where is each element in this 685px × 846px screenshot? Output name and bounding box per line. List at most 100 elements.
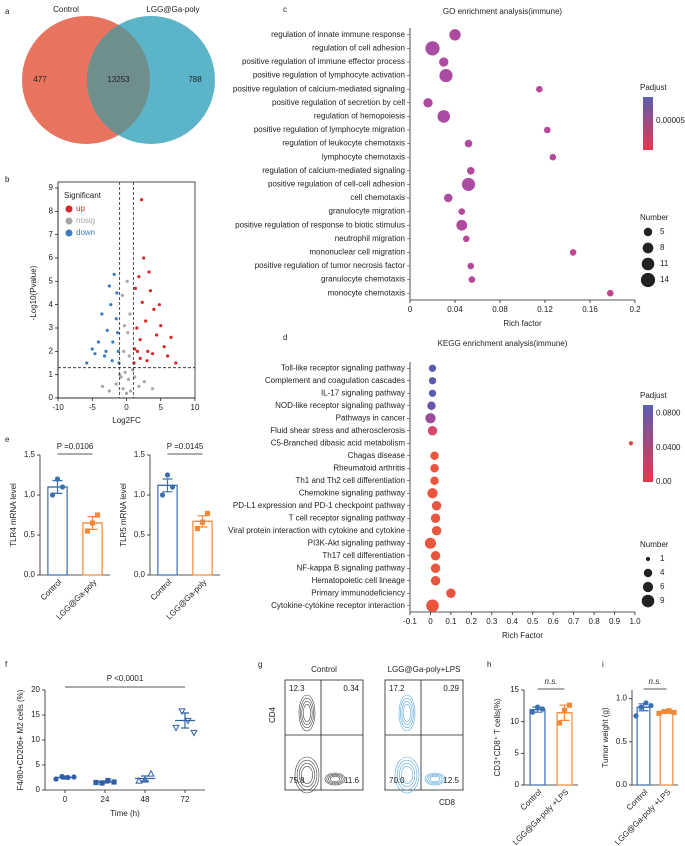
point	[656, 710, 662, 716]
category-label: Th17 cell differentiation	[322, 551, 405, 560]
dot	[427, 401, 436, 410]
dot	[428, 364, 437, 372]
x-tick-label: 0.4	[507, 617, 519, 626]
point	[121, 387, 125, 391]
dot	[569, 249, 577, 256]
dot	[425, 41, 440, 56]
dot	[427, 488, 438, 499]
size-legend-label: 14	[660, 275, 669, 284]
set-label: Control	[53, 5, 79, 14]
contour	[394, 756, 420, 794]
contour	[402, 704, 412, 722]
point	[194, 526, 201, 532]
size-legend-dot	[643, 568, 653, 578]
dot	[628, 441, 634, 446]
point	[138, 356, 142, 360]
contour	[298, 694, 316, 732]
category-label: C5-Branched dibasic acid metabolism	[271, 438, 406, 447]
dot	[430, 476, 439, 485]
quadrant-value: 17.2	[389, 684, 405, 693]
dot	[430, 551, 441, 561]
point	[633, 713, 639, 719]
dot	[464, 139, 473, 148]
point	[648, 702, 654, 709]
annotation: P =0.0106	[57, 442, 94, 451]
panel-letter: a	[5, 7, 10, 16]
point	[128, 312, 132, 316]
x-tick-label: Control	[39, 577, 64, 602]
dot	[456, 219, 468, 231]
dot	[430, 451, 439, 460]
x-tick-label: 0.5	[527, 617, 539, 626]
x-tick-label: 24	[101, 795, 110, 804]
contour	[398, 694, 416, 732]
category-label: positive regulation of immune effector p…	[242, 57, 405, 66]
y-tick-label: 6	[49, 253, 54, 262]
colorbar-title: Padjust	[640, 83, 667, 92]
point	[124, 391, 129, 395]
contour	[396, 759, 418, 791]
panel-letter: e	[5, 435, 10, 444]
size-legend-label: 1	[660, 554, 665, 563]
annotation: n.s.	[649, 677, 662, 686]
error-bar	[157, 478, 178, 493]
x-axis-label: CD8	[439, 798, 456, 807]
category-label: Hematopoietic cell lineage	[312, 576, 406, 585]
panel-letter: g	[258, 660, 262, 669]
category-label: Th1 and Th2 cell differentiation	[295, 476, 405, 485]
dot	[423, 98, 433, 108]
x-tick-label: 0.16	[582, 305, 598, 314]
point	[107, 284, 111, 288]
point	[94, 512, 101, 518]
x-tick-label: 0	[428, 617, 433, 626]
colorbar	[643, 97, 653, 150]
point	[159, 324, 163, 328]
colorbar-label: 0.00	[656, 477, 672, 486]
category-label: Cytokine-cytokine receptor interaction	[271, 601, 405, 610]
point	[142, 256, 146, 260]
x-axis-label: Rich factor	[503, 319, 542, 328]
plot-title: LGG@Ga-poly+LPS	[388, 665, 461, 674]
category-label: Fluid shear stress and atherosclerosis	[270, 426, 405, 435]
category-label: positive regulation of tumor necrosis fa…	[255, 261, 406, 270]
y-tick-label: 10	[510, 717, 519, 726]
point	[104, 349, 108, 353]
point	[112, 272, 116, 276]
mean-error	[95, 780, 115, 784]
point	[162, 345, 166, 349]
panel-letter: b	[5, 175, 10, 184]
y-axis-label: F4/80+CD206+ M2 cells (%)	[16, 689, 25, 790]
category-label: positive regulation of secretion by cell	[272, 98, 405, 107]
y-tick-label: 3	[49, 323, 54, 332]
point	[100, 384, 105, 388]
point	[132, 361, 136, 365]
point	[199, 519, 206, 525]
y-tick-label: 0.5	[24, 530, 36, 539]
y-tick-label: 0.0	[134, 570, 146, 579]
category-label: PD-L1 expression and PD-1 checkpoint pat…	[233, 501, 405, 510]
dot	[430, 576, 441, 586]
point	[102, 354, 107, 358]
dot	[462, 235, 470, 243]
point	[100, 312, 104, 316]
panel-letter: d	[283, 333, 287, 342]
point	[117, 361, 121, 365]
x-tick-label: 0	[124, 403, 129, 412]
size-legend-title: Number	[640, 213, 669, 222]
point	[126, 331, 130, 335]
category-label: PI3K-Akt signaling pathway	[308, 538, 405, 547]
y-tick-label: 1.0	[24, 490, 36, 499]
legend-swatch	[65, 229, 73, 237]
panel-letter: h	[487, 660, 491, 669]
colorbar-label: 0.0400	[656, 443, 681, 452]
quadrant-value: 0.29	[443, 684, 459, 693]
point	[539, 706, 546, 712]
point	[105, 328, 109, 332]
y-tick-label: 5	[36, 760, 41, 769]
dot	[431, 501, 442, 511]
x-tick-label: 0.08	[492, 305, 508, 314]
size-legend-label: 11	[660, 259, 669, 268]
point	[59, 484, 66, 490]
colorbar-label: 0.0800	[656, 409, 681, 418]
